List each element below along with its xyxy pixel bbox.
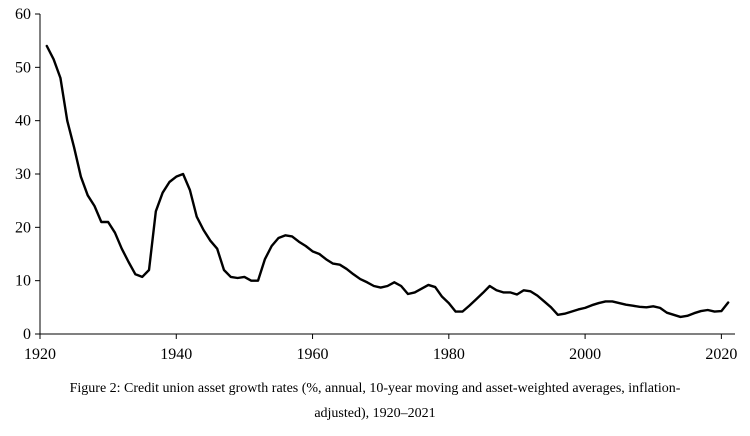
x-tick-label: 2020 (705, 346, 737, 363)
series-line (45, 44, 730, 319)
caption-line-2: adjusted), 1920–2021 (314, 406, 436, 421)
line-chart: 0 10 20 30 40 50 60 1920 1940 1960 1980 2000 2020 (15, 6, 737, 363)
caption-line-1: Figure 2: Credit union asset growth rate… (69, 381, 681, 396)
y-tick-label: 40 (15, 113, 31, 130)
x-tick-label: 1980 (433, 346, 465, 363)
x-tick-label: 1960 (297, 346, 329, 363)
y-axis-ticks: 0 10 20 30 40 50 60 (15, 6, 40, 343)
y-tick-label: 10 (15, 273, 31, 290)
y-tick-label: 30 (15, 166, 31, 183)
y-tick-label: 50 (15, 59, 31, 76)
y-tick-label: 60 (15, 6, 31, 23)
x-tick-label: 2000 (569, 346, 601, 363)
y-tick-label: 20 (15, 219, 31, 236)
y-tick-label: 0 (23, 326, 31, 343)
x-axis-ticks: 1920 1940 1960 1980 2000 2020 (24, 334, 737, 363)
x-tick-label: 1940 (160, 346, 192, 363)
x-tick-label: 1920 (24, 346, 56, 363)
figure-caption: Figure 2: Credit union asset growth rate… (0, 376, 750, 426)
